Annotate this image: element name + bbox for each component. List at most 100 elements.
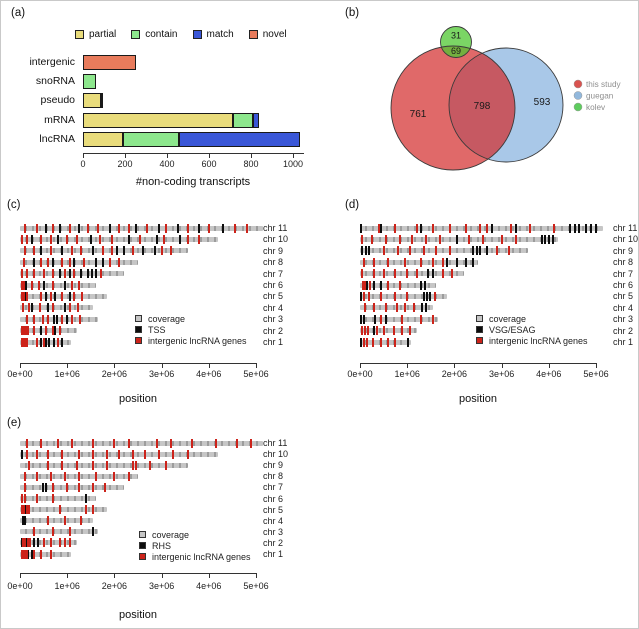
- coverage-bar-chr-10: [20, 236, 219, 242]
- chromosome-label: chr 7: [613, 268, 634, 279]
- marker-tick-red: [49, 549, 52, 559]
- marker-tick-red: [448, 246, 451, 256]
- marker-tick-red: [363, 326, 366, 336]
- marker-tick-black: [428, 291, 431, 301]
- marker-tick-red: [162, 234, 165, 244]
- marker-tick-black: [424, 280, 427, 290]
- marker-tick-red: [392, 326, 395, 336]
- marker-tick-red: [35, 337, 38, 347]
- marker-tick-red: [375, 326, 378, 336]
- x-axis-tick-label: 5e+06: [583, 369, 609, 379]
- marker-tick-black: [153, 246, 156, 256]
- marker-tick-red: [186, 234, 189, 244]
- marker-tick-black: [465, 257, 468, 267]
- marker-tick-red: [42, 538, 45, 548]
- chromosome-label: chr 6: [263, 280, 284, 290]
- track-legend-row: intergenic lncRNA genes: [476, 335, 588, 346]
- marker-tick-black: [368, 246, 371, 256]
- marker-tick-black: [40, 326, 43, 336]
- marker-tick-red: [465, 223, 468, 233]
- coverage-bar-chr-3: [360, 316, 438, 322]
- chromosome-label: chr 8: [613, 257, 634, 268]
- marker-tick-black: [30, 234, 33, 244]
- marker-tick-red: [528, 223, 531, 233]
- marker-tick-black: [44, 223, 47, 233]
- x-axis-tick: [293, 153, 294, 158]
- marker-tick-red: [30, 280, 33, 290]
- marker-tick-black: [432, 269, 435, 279]
- x-axis-tick: [20, 363, 21, 368]
- marker-tick-red: [33, 246, 36, 256]
- marker-tick-red: [361, 269, 364, 279]
- coverage-bar-chr-9: [20, 462, 188, 468]
- panel-b-venn-diagram: (b) 761 798 593 31 69 this study guegan kolev: [321, 1, 638, 197]
- legend-label: novel: [262, 29, 287, 40]
- tss-swatch-icon: [135, 326, 142, 333]
- marker-tick-red: [92, 460, 95, 470]
- marker-tick-black: [479, 246, 482, 256]
- marker-tick-red: [23, 471, 26, 481]
- marker-tick-red: [40, 257, 43, 267]
- coverage-bar-chr-9: [20, 248, 188, 254]
- chromosome-label: chr 7: [263, 482, 284, 493]
- marker-tick-black: [59, 269, 62, 279]
- marker-tick-red: [396, 246, 399, 256]
- marker-tick-red: [21, 303, 24, 313]
- x-axis-tick: [596, 363, 597, 368]
- venn-legend-label: kolev: [586, 103, 606, 112]
- marker-tick-red: [118, 223, 121, 233]
- bar-segment-lncRNA-partial: [83, 131, 123, 147]
- venn-circle-kolev-outline: [440, 26, 472, 58]
- marker-tick-red: [467, 234, 470, 244]
- marker-tick-red: [20, 326, 23, 336]
- marker-tick-black: [59, 223, 62, 233]
- marker-tick-red: [406, 291, 409, 301]
- marker-tick-red: [23, 337, 26, 347]
- marker-tick-black: [590, 223, 593, 233]
- panel-e-genome-track-rhs: (e) chr 11 chr 10 chr 9 chr 8 chr 7 chr 6 chr …: [1, 413, 321, 628]
- coverage-bar-chr-7: [20, 271, 124, 277]
- count-this-study-only: 761: [410, 109, 427, 120]
- marker-tick-red: [420, 314, 423, 324]
- marker-tick-red: [22, 549, 25, 559]
- bar-segment-lncRNA-match: [178, 131, 301, 147]
- venn-legend-label: this study: [586, 80, 621, 89]
- venn-legend-dot-icon: [573, 79, 583, 89]
- marker-tick-black: [476, 246, 479, 256]
- chromosome-label: chr 8: [263, 471, 284, 482]
- marker-tick-red: [49, 471, 52, 481]
- coverage-bar-chr-8: [360, 259, 478, 265]
- marker-tick-red: [73, 291, 76, 301]
- marker-tick-red: [410, 234, 413, 244]
- panel-b-label: (b): [345, 7, 360, 19]
- legend-item-match: match: [192, 29, 234, 40]
- marker-tick-red: [66, 482, 69, 492]
- x-axis-title: position: [119, 393, 157, 405]
- marker-tick-red: [70, 314, 73, 324]
- x-axis-tick-label: 2e+06: [101, 581, 128, 591]
- x-axis-tick-label: 0: [80, 159, 86, 169]
- marker-tick-red: [52, 494, 55, 503]
- marker-tick-red: [186, 449, 189, 459]
- coverage-bar-chr-11: [360, 225, 604, 231]
- marker-tick-red: [21, 280, 24, 290]
- marker-tick-black: [54, 326, 57, 336]
- marker-tick-black: [52, 337, 55, 347]
- marker-tick-red: [363, 303, 366, 313]
- track-legend-label: VSG/ESAG: [489, 324, 536, 335]
- legend-item-partial: partial: [75, 29, 116, 40]
- coverage-bar-chr-3: [20, 529, 98, 535]
- marker-tick-red: [56, 337, 59, 347]
- marker-tick-red: [373, 257, 376, 267]
- marker-tick-black: [55, 314, 58, 324]
- marker-tick-red: [25, 505, 28, 515]
- coverage-bar-chr-5: [20, 507, 108, 513]
- track-legend-row: RHS: [139, 540, 251, 551]
- marker-tick-red: [394, 291, 397, 301]
- marker-tick-red: [68, 223, 71, 233]
- marker-tick-red: [108, 257, 111, 267]
- x-axis-tick: [114, 363, 116, 368]
- track-legend-label: RHS: [152, 540, 172, 551]
- marker-tick-red: [155, 438, 158, 448]
- marker-tick-black: [360, 314, 363, 324]
